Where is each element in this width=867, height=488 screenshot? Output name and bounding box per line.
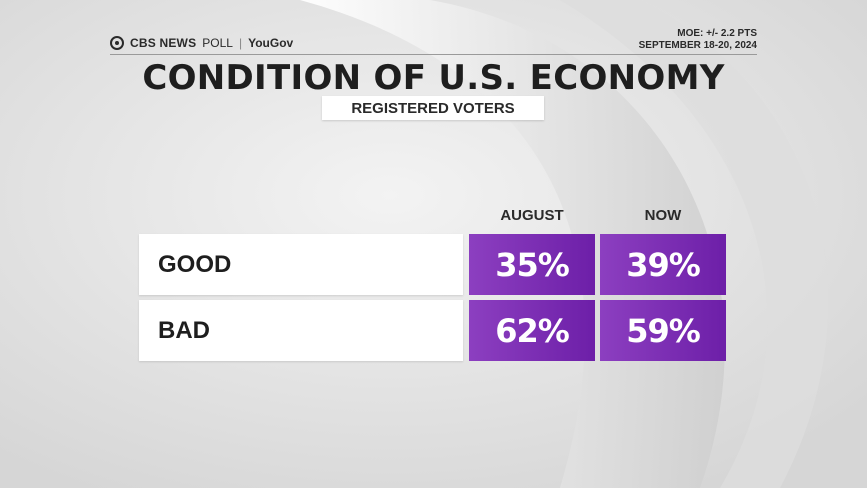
row-label-good: GOOD bbox=[139, 234, 463, 295]
cell-good-now: 39% bbox=[600, 234, 726, 295]
brand-partner: YouGov bbox=[248, 36, 294, 50]
column-header-august: AUGUST bbox=[500, 207, 564, 224]
column-header-now: NOW bbox=[644, 207, 682, 224]
poll-meta: MOE: +/- 2.2 PTS SEPTEMBER 18-20, 2024 bbox=[639, 28, 757, 52]
cell-good-august: 35% bbox=[469, 234, 595, 295]
row-label-bad: BAD bbox=[139, 300, 463, 361]
cell-bad-now: 59% bbox=[600, 300, 726, 361]
cell-bad-august: 62% bbox=[469, 300, 595, 361]
brand-header: CBS NEWS POLL | YouGov bbox=[110, 34, 293, 52]
margin-of-error: MOE: +/- 2.2 PTS bbox=[677, 28, 757, 39]
cbs-eye-icon bbox=[110, 36, 124, 50]
poll-dates: SEPTEMBER 18-20, 2024 bbox=[638, 40, 757, 51]
header-divider bbox=[110, 54, 757, 55]
brand-separator: | bbox=[238, 36, 243, 50]
chart-title: CONDITION OF U.S. ECONOMY bbox=[142, 58, 725, 98]
chart-subtitle: REGISTERED VOTERS bbox=[322, 96, 544, 120]
brand-cbs: CBS NEWS bbox=[130, 36, 197, 50]
brand-poll: POLL bbox=[202, 36, 233, 50]
